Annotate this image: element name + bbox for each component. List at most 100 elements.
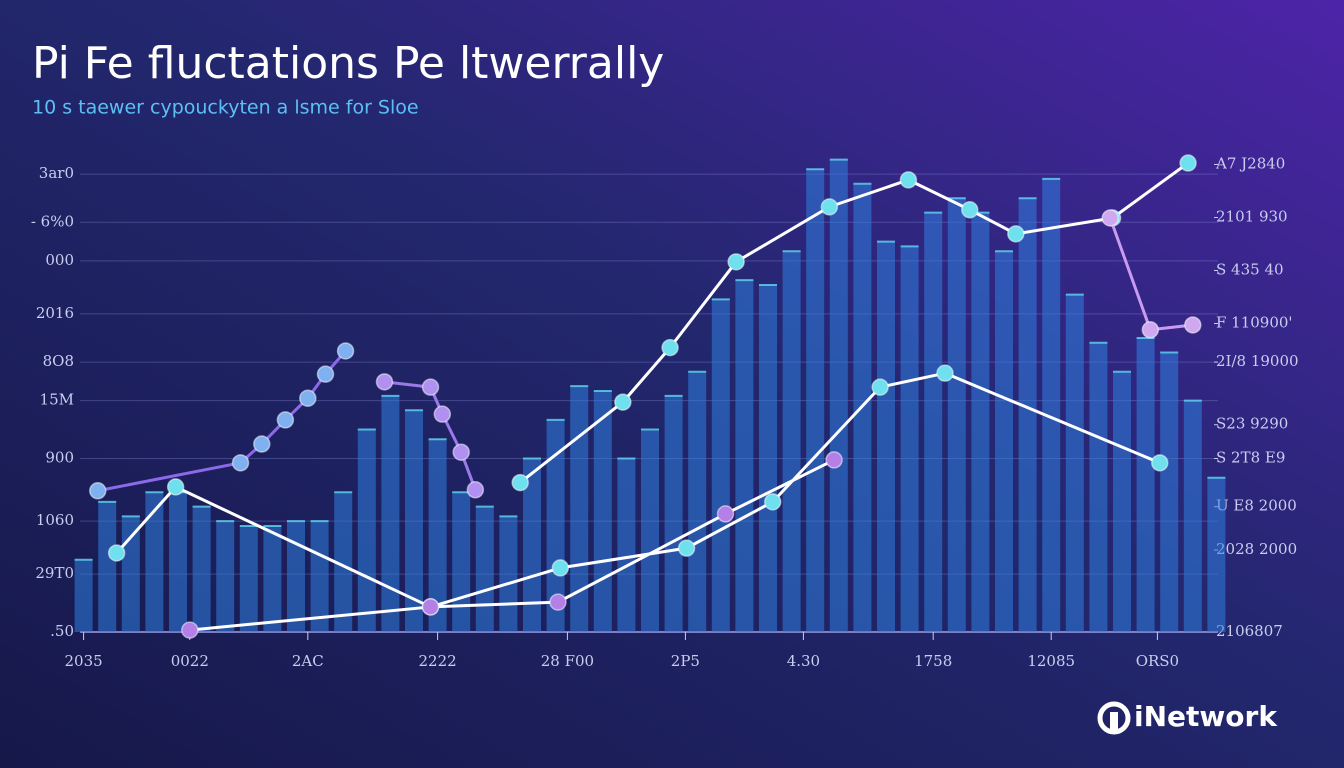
point: [166, 478, 185, 496]
bar: [570, 386, 589, 632]
y2-tick-label: S 2T8 E9: [1216, 448, 1285, 466]
y-tick-label: 29T0: [35, 564, 74, 582]
point: [716, 505, 735, 523]
bar: [806, 169, 825, 632]
bar: [428, 439, 447, 632]
bar: [216, 521, 235, 632]
bar: [263, 525, 282, 632]
y2-tick-label: F 110900': [1216, 314, 1293, 332]
point: [511, 473, 529, 492]
bar: [499, 516, 518, 632]
point: [961, 201, 979, 219]
x-tick-label: 28 F00: [541, 652, 594, 670]
x-tick-label: 0022: [171, 652, 209, 670]
y2-tick-label: S23 9290: [1216, 415, 1288, 433]
x-tick-label: 2AC: [292, 652, 324, 670]
point: [1179, 154, 1197, 172]
point: [375, 373, 394, 391]
bar: [239, 525, 258, 632]
point: [549, 593, 567, 611]
y2-tick-label: U E8 2000: [1216, 497, 1297, 515]
bar: [900, 246, 919, 632]
point: [107, 544, 126, 562]
bar: [1089, 342, 1108, 632]
bar: [735, 280, 754, 632]
bar: [405, 410, 423, 632]
point: [614, 393, 632, 411]
bar: [711, 299, 730, 632]
bar: [1065, 294, 1084, 632]
bar: [1113, 371, 1131, 632]
x-tick-label: 4.30: [787, 652, 820, 670]
chart-subtitle: 10 s taewer cypouckyten a lsme for Sloe: [32, 97, 419, 119]
y-tick-label: 1060: [36, 511, 74, 529]
bar: [829, 159, 848, 632]
y2-tick-label: 2106807: [1216, 622, 1283, 640]
bar: [334, 492, 353, 632]
bar: [121, 516, 140, 632]
point: [316, 365, 335, 383]
bar: [1136, 337, 1155, 632]
bar: [1207, 477, 1226, 632]
y-tick-label: 2016: [36, 304, 74, 322]
y-tick-label: 8O8: [43, 352, 74, 370]
chart-title: Pi Fe fluctations Pe ltwerrally: [32, 38, 664, 89]
bar: [593, 391, 612, 632]
bar: [475, 506, 494, 632]
bar: [688, 371, 707, 632]
x-tick-label: 2P5: [671, 652, 700, 670]
bar: [782, 251, 801, 632]
point: [89, 482, 107, 500]
y2-tick-label: 2I/8 19000: [1216, 352, 1299, 370]
bar: [98, 501, 117, 632]
logo: iNetwork: [1134, 700, 1278, 733]
bar: [381, 395, 400, 632]
bar: [169, 492, 187, 632]
bar: [452, 492, 471, 632]
point: [421, 598, 440, 616]
bar: [947, 198, 966, 632]
bar: [617, 458, 636, 632]
bar: [877, 241, 895, 632]
point: [231, 454, 250, 472]
bar: [192, 506, 211, 632]
logo-icon: [1097, 701, 1131, 735]
y2-tick-label: A7 J2840: [1215, 154, 1285, 172]
bar: [759, 284, 777, 632]
bar: [546, 419, 565, 632]
y-tick-label: 15M: [40, 391, 74, 409]
x-tick-label: 2035: [65, 652, 103, 670]
bar: [287, 521, 305, 632]
bar: [1042, 178, 1061, 633]
bar: [664, 395, 683, 632]
point: [936, 364, 954, 382]
bar: [971, 212, 990, 632]
point: [336, 342, 355, 360]
x-tick-label: 12085: [1027, 652, 1075, 670]
point: [276, 411, 295, 429]
point: [763, 493, 782, 511]
point: [452, 443, 470, 461]
point: [299, 389, 317, 407]
bar: [641, 429, 659, 632]
point: [253, 435, 271, 453]
point: [181, 621, 199, 639]
point: [433, 405, 452, 423]
bar: [1018, 198, 1037, 632]
x-tick-label: 2222: [419, 652, 457, 670]
point: [1184, 316, 1202, 334]
bar: [74, 559, 93, 632]
y-tick-label: - 6%0: [31, 212, 74, 230]
x-tick-label: ORS0: [1136, 652, 1179, 670]
y2-tick-label: 2028 2000: [1216, 540, 1297, 558]
y-tick-label: .50: [50, 622, 74, 640]
point: [1101, 209, 1119, 227]
point: [1007, 225, 1025, 243]
point: [899, 171, 918, 189]
point: [1151, 454, 1169, 472]
point: [727, 253, 745, 271]
point: [1141, 321, 1160, 339]
point: [421, 378, 440, 396]
